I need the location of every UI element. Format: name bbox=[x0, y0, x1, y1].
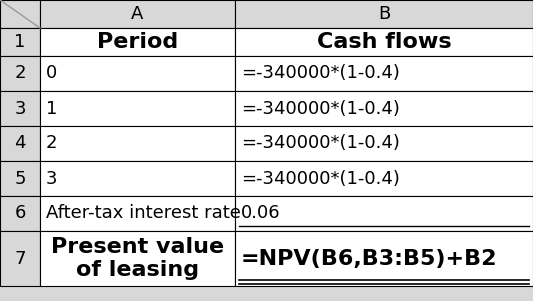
Bar bbox=[235, 91, 533, 126]
Bar bbox=[0, 56, 40, 91]
Bar bbox=[235, 0, 533, 28]
Bar bbox=[235, 161, 533, 196]
Bar bbox=[0, 196, 40, 231]
Bar bbox=[40, 28, 235, 56]
Text: 4: 4 bbox=[14, 135, 26, 153]
Text: 0.06: 0.06 bbox=[241, 204, 281, 222]
Bar bbox=[40, 0, 235, 28]
Text: 0: 0 bbox=[46, 64, 57, 82]
Text: Cash flows: Cash flows bbox=[317, 32, 451, 52]
Bar bbox=[0, 91, 40, 126]
Text: 6: 6 bbox=[14, 204, 26, 222]
Text: 7: 7 bbox=[14, 250, 26, 268]
Text: =-340000*(1-0.4): =-340000*(1-0.4) bbox=[241, 64, 400, 82]
Bar bbox=[235, 126, 533, 161]
Text: 2: 2 bbox=[46, 135, 58, 153]
Bar bbox=[40, 231, 235, 286]
Bar bbox=[235, 196, 533, 231]
Bar bbox=[40, 126, 235, 161]
Text: 1: 1 bbox=[14, 33, 26, 51]
Text: 2: 2 bbox=[14, 64, 26, 82]
Text: 3: 3 bbox=[46, 169, 58, 188]
Bar bbox=[0, 286, 533, 301]
Text: =-340000*(1-0.4): =-340000*(1-0.4) bbox=[241, 169, 400, 188]
Text: B: B bbox=[378, 5, 390, 23]
Text: =NPV(B6,B3:B5)+B2: =NPV(B6,B3:B5)+B2 bbox=[241, 249, 497, 268]
Bar bbox=[235, 56, 533, 91]
Text: Period: Period bbox=[97, 32, 178, 52]
Bar bbox=[0, 231, 40, 286]
Text: =-340000*(1-0.4): =-340000*(1-0.4) bbox=[241, 135, 400, 153]
Bar bbox=[235, 28, 533, 56]
Text: A: A bbox=[131, 5, 144, 23]
Text: After-tax interest rate: After-tax interest rate bbox=[46, 204, 241, 222]
Text: Present value
of leasing: Present value of leasing bbox=[51, 237, 224, 280]
Bar bbox=[40, 56, 235, 91]
Bar bbox=[40, 91, 235, 126]
Bar bbox=[0, 28, 40, 56]
Text: =-340000*(1-0.4): =-340000*(1-0.4) bbox=[241, 100, 400, 117]
Text: 3: 3 bbox=[14, 100, 26, 117]
Bar bbox=[0, 126, 40, 161]
Bar bbox=[235, 231, 533, 286]
Bar bbox=[0, 0, 40, 28]
Bar bbox=[0, 161, 40, 196]
Text: 5: 5 bbox=[14, 169, 26, 188]
Bar bbox=[40, 161, 235, 196]
Bar bbox=[40, 196, 235, 231]
Text: 1: 1 bbox=[46, 100, 58, 117]
